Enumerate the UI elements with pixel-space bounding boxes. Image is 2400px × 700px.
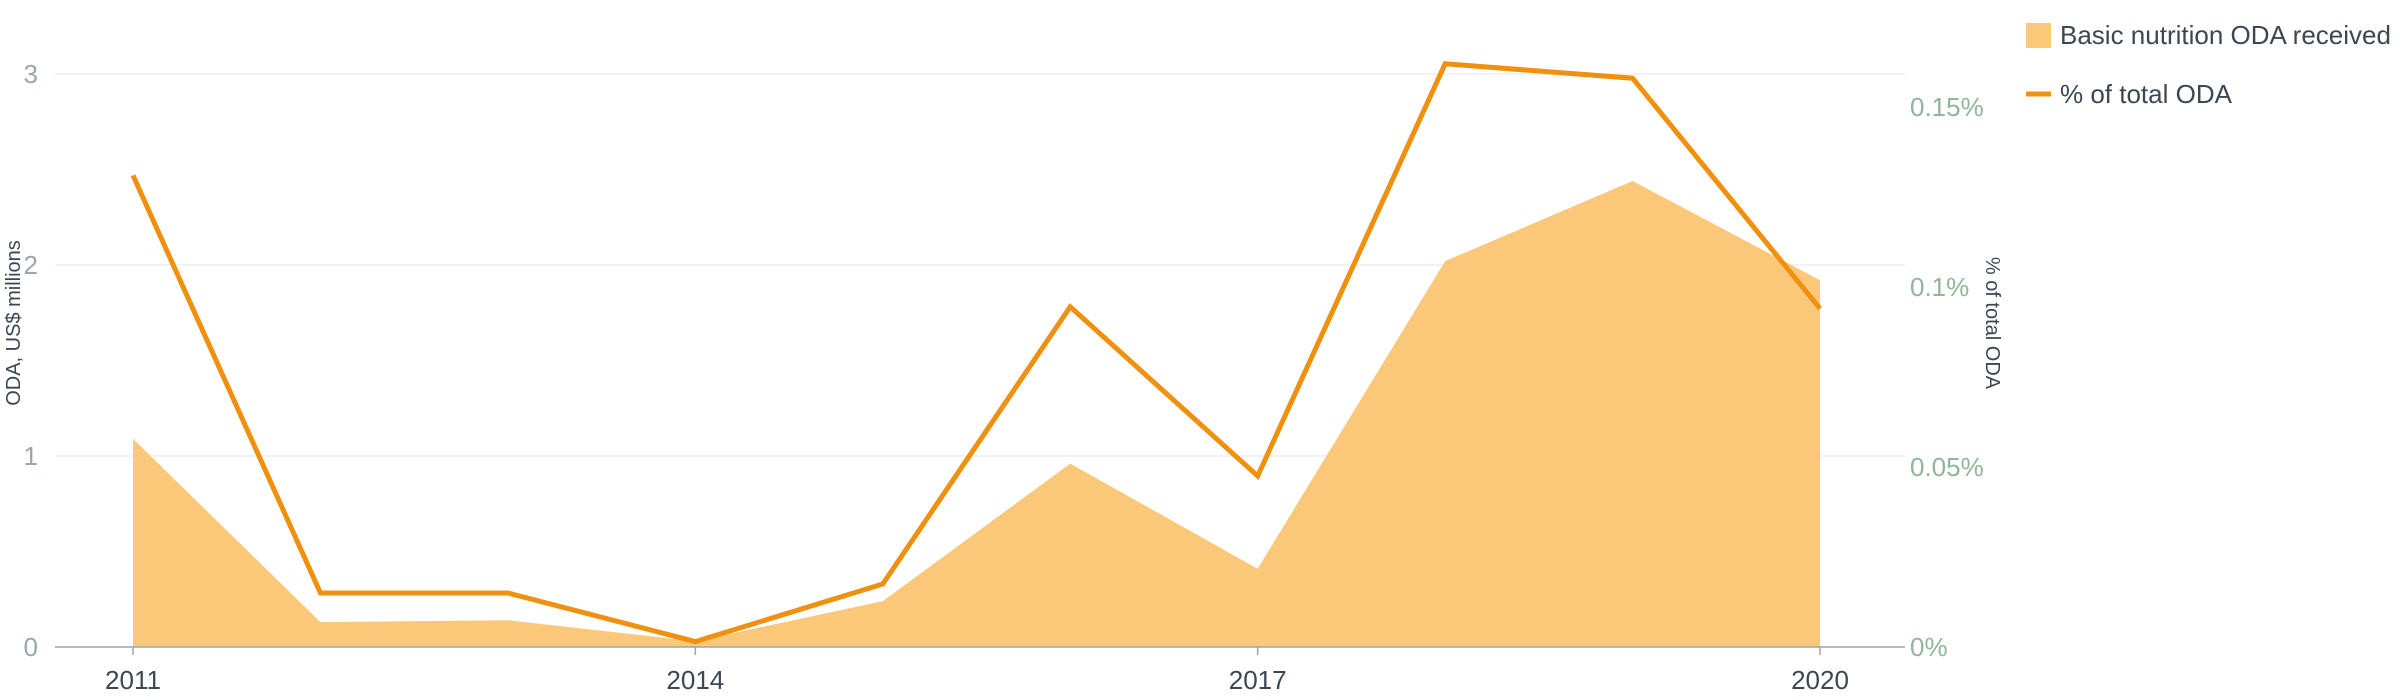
area-layer xyxy=(131,179,1822,647)
line-point xyxy=(693,639,698,644)
series-line-percent-of-total-oda xyxy=(130,61,1822,645)
x-tick-label: 2014 xyxy=(666,665,724,695)
line-point xyxy=(318,591,323,596)
ticks-layer: 0 1 2 3 0% 0.05% 0.1% 0.15% 2011 2014 2017 2020 xyxy=(24,59,1984,695)
line-point xyxy=(505,591,510,596)
x-tick-label: 2017 xyxy=(1229,665,1287,695)
y-right-tick-label: 0.15% xyxy=(1910,92,1984,122)
legend: Basic nutrition ODA received % of total … xyxy=(2026,20,2391,109)
y-left-tick-label: 2 xyxy=(24,250,38,280)
y-right-tick-label: 0.1% xyxy=(1910,272,1969,302)
area-point xyxy=(1631,179,1635,183)
x-tick-label: 2011 xyxy=(105,665,161,695)
line-point xyxy=(1068,304,1073,309)
line-point xyxy=(880,582,885,587)
area-point xyxy=(1818,278,1822,282)
y-left-tick-label: 1 xyxy=(24,441,38,471)
area-point xyxy=(1443,259,1447,263)
y-right-tick-label: 0.05% xyxy=(1910,452,1984,482)
area-point xyxy=(506,618,510,622)
line-point xyxy=(1630,76,1635,81)
area-point xyxy=(881,599,885,603)
y-left-axis-title: ODA, US$ millions xyxy=(3,240,25,406)
x-tick-label: 2020 xyxy=(1791,665,1849,695)
legend-label-line: % of total ODA xyxy=(2060,79,2233,109)
legend-label-area: Basic nutrition ODA received xyxy=(2060,20,2391,50)
legend-swatch-area xyxy=(2026,23,2051,48)
area-point xyxy=(1068,462,1072,466)
line-point xyxy=(1818,306,1823,311)
y-left-tick-label: 0 xyxy=(24,632,38,662)
area-point xyxy=(318,620,322,624)
area-point xyxy=(1256,567,1260,571)
line-point xyxy=(1255,474,1260,479)
line-point xyxy=(131,173,136,178)
line-layer xyxy=(130,61,1823,645)
line-point xyxy=(1443,61,1448,66)
area-point xyxy=(131,437,135,441)
y-right-tick-label: 0% xyxy=(1910,632,1948,662)
y-left-tick-label: 3 xyxy=(24,59,38,89)
y-right-axis-title: % of total ODA xyxy=(1981,257,2003,390)
series-area-basic-nutrition-oda xyxy=(133,180,1820,647)
